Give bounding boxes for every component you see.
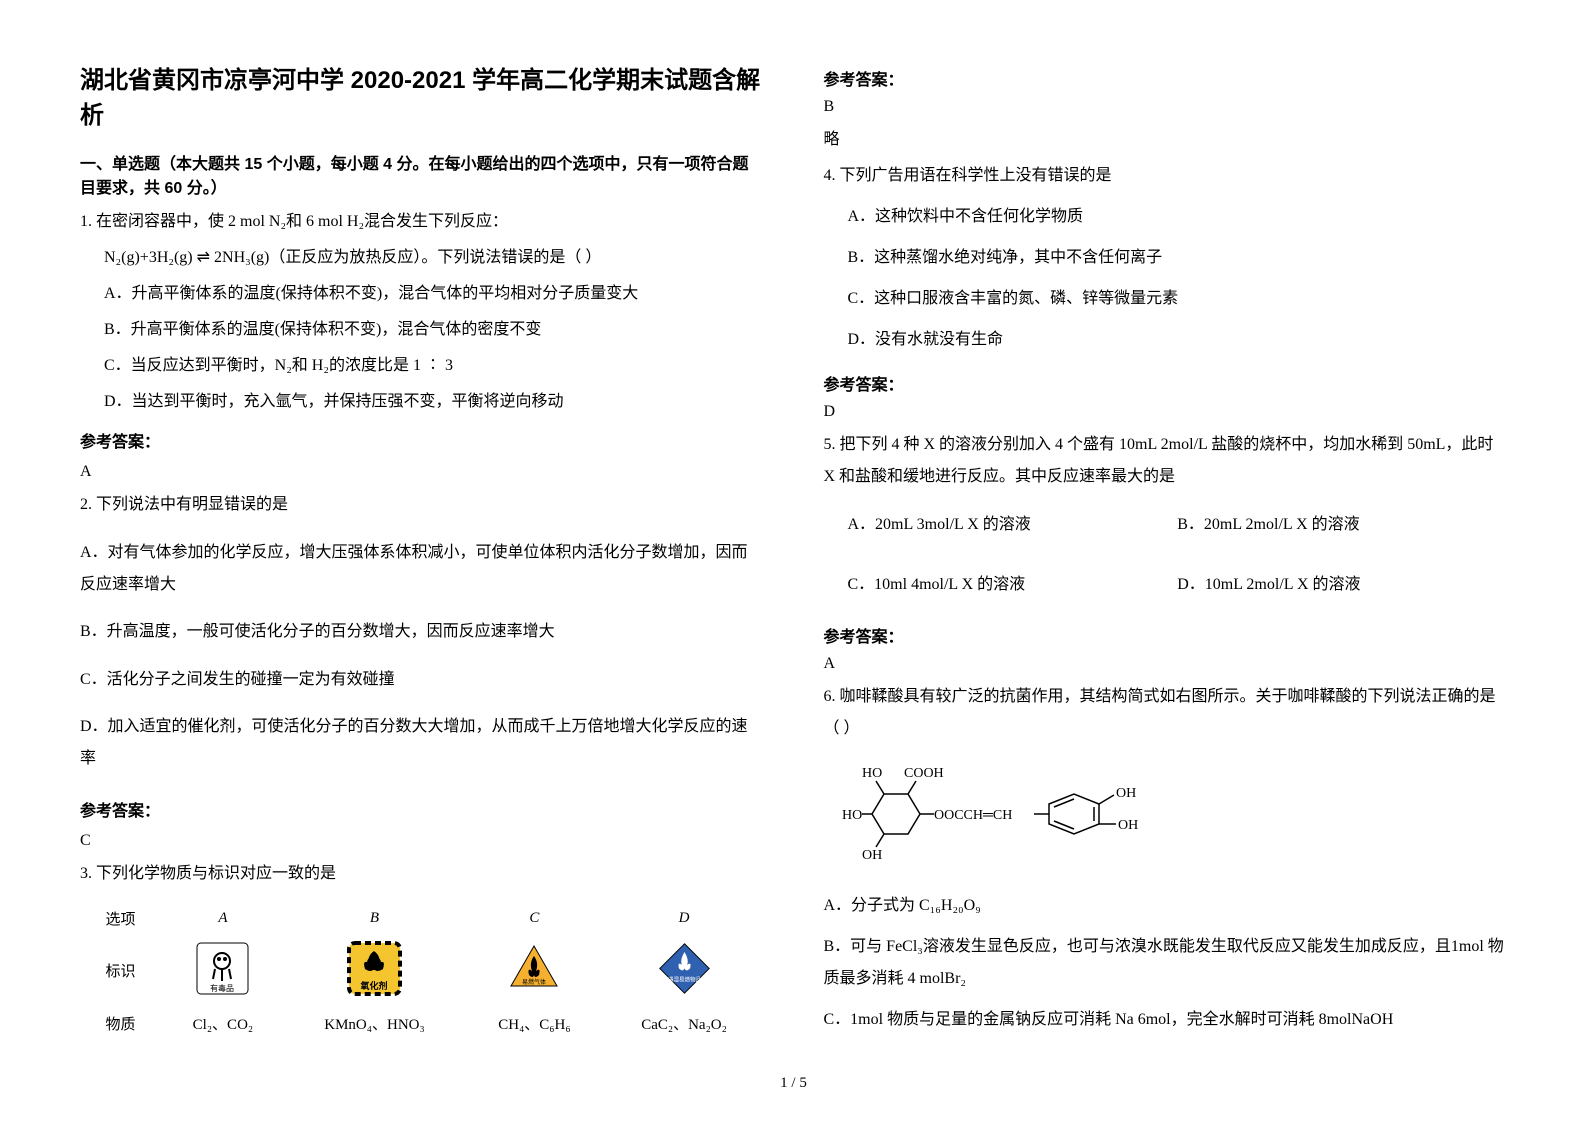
q1-answer-label: 参考答案： xyxy=(80,428,764,452)
q2-option-a: A．对有气体参加的化学反应，增大压强体系体积减小，可使单位体积内活化分子数增加，… xyxy=(80,537,764,601)
q4-option-c: C．这种口服液含丰富的氮、磷、锌等微量元素 xyxy=(824,283,1508,315)
section-header: 一、单选题（本大题共 15 个小题，每小题 4 分。在每小题给出的四个选项中，只… xyxy=(80,150,764,198)
substance-a: Cl₂、CO₂ xyxy=(161,1007,285,1040)
table-row: 标识 有毒品 xyxy=(80,935,764,1007)
svg-text:HO: HO xyxy=(842,808,862,823)
svg-text:OH: OH xyxy=(1118,818,1138,833)
q5-answer-label: 参考答案： xyxy=(824,623,1508,647)
table-row-label-substance: 物质 xyxy=(80,1007,161,1040)
q2-option-b: B．升高温度，一般可使活化分子的百分数增大，因而反应速率增大 xyxy=(80,616,764,648)
svg-text:OOCCH═CH: OOCCH═CH xyxy=(934,808,1012,823)
page-container: 湖北省黄冈市凉亭河中学 2020-2021 学年高二化学期末试题含解析 一、单选… xyxy=(80,60,1507,1040)
svg-text:HO: HO xyxy=(862,766,882,781)
svg-text:有毒品: 有毒品 xyxy=(210,983,234,993)
substance-d: CaC₂、Na₂O₂ xyxy=(605,1007,764,1040)
q2-answer: C xyxy=(80,832,764,850)
svg-text:OH: OH xyxy=(1116,786,1136,801)
svg-text:遇湿易燃物品: 遇湿易燃物品 xyxy=(668,975,702,983)
q1-answer: A xyxy=(80,463,764,481)
q5-option-c: C．10ml 4mol/L X 的溶液 xyxy=(848,569,1178,601)
oxidizer-icon: 氧化剂 xyxy=(347,941,402,996)
q6-option-b: B．可与 FeCl₃溶液发生显色反应，也可与浓溴水既能发生取代反应又能发生加成反… xyxy=(824,931,1508,995)
q1-option-a: A．升高平衡体系的温度(保持体积不变)，混合气体的平均相对分子质量变大 xyxy=(80,278,764,310)
q4-option-d: D．没有水就没有生命 xyxy=(824,324,1508,356)
table-row: 物质 Cl₂、CO₂ KMnO₄、HNO₃ CH₄、C₆H₆ CaC₂、Na₂O… xyxy=(80,1007,764,1040)
q5-options-row1: A．20mL 3mol/L X 的溶液 B．20mL 2mol/L X 的溶液 xyxy=(824,509,1508,545)
q5-stem: 5. 把下列 4 种 X 的溶液分别加入 4 个盛有 10mL 2mol/L 盐… xyxy=(824,429,1508,493)
q2-option-c: C．活化分子之间发生的碰撞一定为有效碰撞 xyxy=(80,664,764,696)
flammable-gas-icon: 易燃气体 xyxy=(507,941,562,996)
q3-answer-note: 略 xyxy=(824,124,1508,156)
svg-text:易燃气体: 易燃气体 xyxy=(522,978,546,986)
caffeic-acid-structure-icon: HO COOH HO OH OOCCH═CH OH xyxy=(834,759,1234,869)
q5-option-d: D．10mL 2mol/L X 的溶液 xyxy=(1177,569,1507,601)
left-column: 湖北省黄冈市凉亭河中学 2020-2021 学年高二化学期末试题含解析 一、单选… xyxy=(80,60,764,1040)
svg-text:OH: OH xyxy=(862,848,882,863)
q1-option-d: D．当达到平衡时，充入氩气，并保持压强不变，平衡将逆向移动 xyxy=(80,386,764,418)
page-number: 1 / 5 xyxy=(780,1075,807,1092)
table-header-a: A xyxy=(161,902,285,935)
q3-answer: B xyxy=(824,98,1508,116)
q4-answer: D xyxy=(824,403,1508,421)
chemical-structure: HO COOH HO OH OOCCH═CH OH xyxy=(834,759,1508,876)
q5-answer: A xyxy=(824,655,1508,673)
substance-c: CH₄、C₆H₆ xyxy=(464,1007,604,1040)
wet-flammable-icon: 遇湿易燃物品 xyxy=(657,941,712,996)
q1-option-b: B．升高平衡体系的温度(保持体积不变)，混合气体的密度不变 xyxy=(80,314,764,346)
q4-option-b: B．这种蒸馏水绝对纯净，其中不含任何离子 xyxy=(824,242,1508,274)
table-header-d: D xyxy=(605,902,764,935)
q2-answer-label: 参考答案： xyxy=(80,797,764,821)
q6-option-a: A．分子式为 C₁₆H₂₀O₉ xyxy=(824,890,1508,922)
right-column: 参考答案： B 略 4. 下列广告用语在科学性上没有错误的是 A．这种饮料中不含… xyxy=(824,60,1508,1040)
table-row-label-sign: 标识 xyxy=(80,935,161,1007)
q5-options-row2: C．10ml 4mol/L X 的溶液 D．10mL 2mol/L X 的溶液 xyxy=(824,569,1508,605)
substance-b: KMnO₄、HNO₃ xyxy=(285,1007,465,1040)
hazard-cell: 遇湿易燃物品 xyxy=(605,935,764,1007)
q3-stem: 3. 下列化学物质与标识对应一致的是 xyxy=(80,858,764,890)
svg-text:氧化剂: 氧化剂 xyxy=(359,980,387,991)
q1-stem: 1. 在密闭容器中，使 2 mol N₂和 6 mol H₂混合发生下列反应： xyxy=(80,206,764,238)
q3-answer-label: 参考答案： xyxy=(824,66,1508,90)
q5-option-b: B．20mL 2mol/L X 的溶液 xyxy=(1177,509,1507,541)
table-row: 选项 A B C D xyxy=(80,902,764,935)
q4-option-a: A．这种饮料中不含任何化学物质 xyxy=(824,201,1508,233)
q3-table: 选项 A B C D 标识 有毒品 xyxy=(80,902,764,1040)
q2-option-d: D．加入适宜的催化剂，可使活化分子的百分数大大增加，从而成千上万倍地增大化学反应… xyxy=(80,711,764,775)
q6-stem: 6. 咖啡鞣酸具有较广泛的抗菌作用，其结构简式如右图所示。关于咖啡鞣酸的下列说法… xyxy=(824,681,1508,745)
document-title: 湖北省黄冈市凉亭河中学 2020-2021 学年高二化学期末试题含解析 xyxy=(80,60,764,130)
table-header-b: B xyxy=(285,902,465,935)
q5-option-a: A．20mL 3mol/L X 的溶液 xyxy=(848,509,1178,541)
q1-option-c: C．当反应达到平衡时，N₂和 H₂的浓度比是 1 ∶ 3 xyxy=(80,350,764,382)
svg-text:COOH: COOH xyxy=(904,766,944,781)
q4-stem: 4. 下列广告用语在科学性上没有错误的是 xyxy=(824,160,1508,192)
table-header-option: 选项 xyxy=(80,902,161,935)
q6-option-c: C．1mol 物质与足量的金属钠反应可消耗 Na 6mol，完全水解时可消耗 8… xyxy=(824,1004,1508,1036)
hazard-cell: 有毒品 xyxy=(161,935,285,1007)
hazard-cell: 易燃气体 xyxy=(464,935,604,1007)
q4-answer-label: 参考答案： xyxy=(824,371,1508,395)
toxic-icon: 有毒品 xyxy=(195,941,250,996)
table-header-c: C xyxy=(464,902,604,935)
q1-equation: N₂(g)+3H₂(g) ⇌ 2NH₃(g)（正反应为放热反应）。下列说法错误的… xyxy=(80,242,764,274)
hazard-cell: 氧化剂 xyxy=(285,935,465,1007)
q2-stem: 2. 下列说法中有明显错误的是 xyxy=(80,489,764,521)
